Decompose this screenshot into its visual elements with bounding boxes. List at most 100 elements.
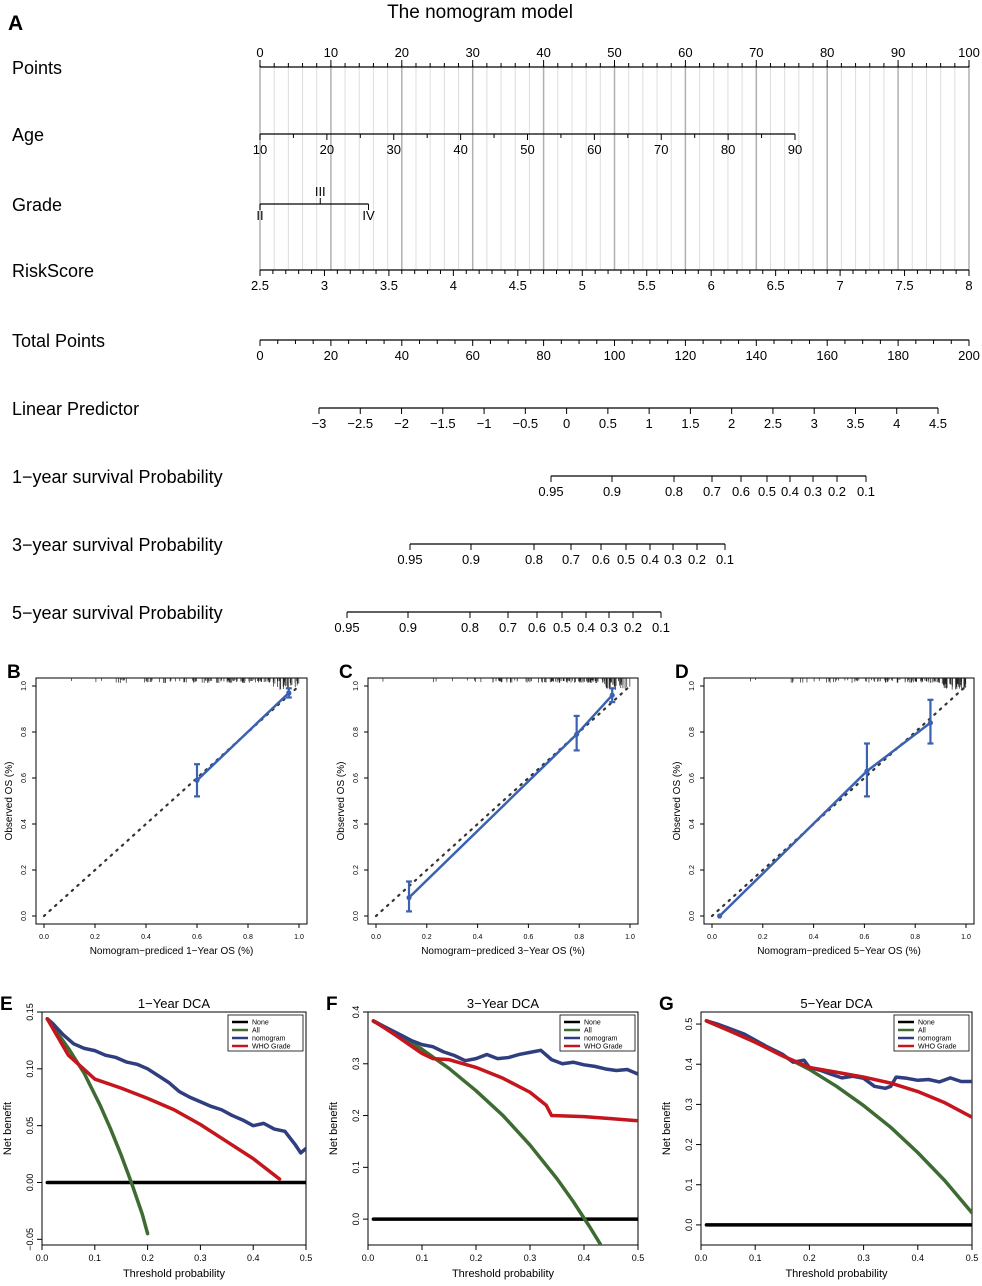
total-points-tick-label: 100: [604, 348, 626, 363]
grade-level-label: II: [256, 208, 263, 223]
y-tick-label: 0.2: [684, 1138, 694, 1151]
plot-title: 3−Year DCA: [467, 996, 539, 1011]
legend-label: None: [584, 1020, 601, 1027]
x-tick-label: 0.0: [371, 934, 381, 941]
nomogram-row-label: RiskScore: [12, 261, 94, 281]
total-points-tick-label: 180: [887, 348, 909, 363]
series-line-who-grade: [45, 1017, 282, 1181]
panel-label: F: [326, 994, 338, 1015]
linear-predictor-tick-label: −1: [477, 416, 492, 431]
x-tick-label: 1.0: [625, 934, 635, 941]
riskscore-tick-label: 3: [321, 278, 328, 293]
plot-frame: [700, 1011, 973, 1246]
total-points-tick-label: 40: [395, 348, 409, 363]
riskscore-tick-label: 6: [708, 278, 715, 293]
nomogram-row-label: Grade: [12, 195, 62, 215]
total-points-tick-label: 60: [465, 348, 479, 363]
survival-tick-label: 0.6: [732, 484, 750, 499]
calibration-3-year-panel: C 0.0 0.0 0.2 0.2 0.4 0.4 0.6 0.6 0.8 0.8 1.0 1.0 Nom…: [336, 662, 639, 957]
total-points-tick-label: 20: [324, 348, 338, 363]
x-tick-label: 0.3: [524, 1253, 537, 1263]
ideal-diagonal-line: [374, 684, 632, 918]
legend-label: WHO Grade: [584, 1044, 623, 1051]
y-tick-label: 0.0: [353, 911, 360, 921]
y-tick-label: 1.0: [353, 681, 360, 691]
y-tick-label: 1.0: [689, 681, 696, 691]
panel-label: G: [659, 994, 674, 1015]
legend-label: WHO Grade: [252, 1044, 291, 1051]
calibration-5-year-panel: D 0.0 0.0 0.2 0.2 0.4 0.4 0.6 0.6 0.8 0.8 1.0 1.0 Nom…: [672, 662, 975, 957]
panel-label: E: [0, 994, 13, 1015]
series-group: [704, 1019, 972, 1227]
survival-tick-label: 0.5: [553, 620, 571, 635]
calibration-point: [194, 777, 200, 783]
calibration-point: [574, 731, 580, 737]
legend-label: WHO Grade: [918, 1044, 957, 1051]
y-tick-label: 0.2: [689, 865, 696, 875]
x-tick-label: 0.0: [36, 1253, 49, 1263]
y-tick-label: 0.8: [21, 727, 28, 737]
survival-tick-label: 0.2: [688, 552, 706, 567]
dca-1-year-panel: E 1−Year DCA 0.0 0.1 0.2 0.3 0.4 0.5 −0.05 0.00 0.…: [0, 994, 312, 1280]
total-points-tick-label: 80: [536, 348, 550, 363]
riskscore-tick-label: 6.5: [767, 278, 785, 293]
y-axis-label: Observed OS (%): [672, 762, 683, 841]
x-tick-label: 0.0: [39, 934, 49, 941]
calibration-line: [718, 721, 932, 917]
survival-tick-label: 0.3: [804, 484, 822, 499]
points-tick-label: 0: [256, 45, 263, 60]
survival-tick-label: 0.7: [562, 552, 580, 567]
calibration-point: [717, 913, 723, 919]
y-tick-label: 0.1: [351, 1161, 361, 1174]
series-line-nomogram: [371, 1019, 638, 1076]
linear-predictor-tick-label: 0.5: [599, 416, 617, 431]
survival-tick-label: 0.7: [499, 620, 517, 635]
total-points-tick-label: 160: [816, 348, 838, 363]
x-tick-label: 0.2: [758, 934, 768, 941]
survival-tick-label: 0.9: [399, 620, 417, 635]
series-line-all: [371, 1019, 602, 1245]
linear-predictor-tick-label: 3: [811, 416, 818, 431]
survival-tick-label: 0.8: [525, 552, 543, 567]
y-axis-label: Net benefit: [661, 1102, 673, 1155]
x-tick-label: 0.4: [247, 1253, 260, 1263]
y-tick-label: 0.4: [689, 819, 696, 829]
y-tick-label: 0.0: [689, 911, 696, 921]
panel-label: C: [339, 662, 353, 683]
age-tick-label: 10: [253, 142, 267, 157]
riskscore-tick-label: 7.5: [896, 278, 914, 293]
nomogram-row-label: Total Points: [12, 331, 105, 351]
linear-predictor-tick-label: 4.5: [929, 416, 947, 431]
x-tick-label: 0.6: [524, 934, 534, 941]
x-axis-label: Nomogram−prediced 3−Year OS (%): [421, 946, 585, 957]
y-tick-label: 0.05: [25, 1117, 35, 1135]
x-tick-label: 0.5: [632, 1253, 645, 1263]
riskscore-tick-label: 4: [450, 278, 457, 293]
x-tick-label: 0.2: [90, 934, 100, 941]
y-tick-label: 0.2: [353, 865, 360, 875]
x-tick-label: 0.5: [966, 1253, 979, 1263]
y-tick-label: 0.8: [689, 727, 696, 737]
x-axis-label: Threshold probability: [785, 1268, 888, 1280]
survival-tick-label: 0.6: [592, 552, 610, 567]
points-tick-label: 80: [820, 45, 834, 60]
series-group: [371, 1019, 638, 1245]
points-tick-label: 50: [607, 45, 621, 60]
x-tick-label: 0.2: [803, 1253, 816, 1263]
linear-predictor-tick-label: −2.5: [347, 416, 373, 431]
age-tick-label: 60: [587, 142, 601, 157]
survival-tick-label: 0.4: [781, 484, 799, 499]
age-tick-label: 30: [387, 142, 401, 157]
survival-tick-label: 0.1: [857, 484, 875, 499]
calibration-point: [286, 690, 292, 696]
points-tick-label: 100: [958, 45, 980, 60]
riskscore-tick-label: 2.5: [251, 278, 269, 293]
plot-frame: [35, 677, 308, 925]
age-tick-label: 50: [520, 142, 534, 157]
x-tick-label: 0.6: [860, 934, 870, 941]
y-tick-label: 0.8: [353, 727, 360, 737]
age-tick-label: 40: [453, 142, 467, 157]
nomogram-row-label: Age: [12, 125, 44, 145]
x-tick-label: 1.0: [294, 934, 304, 941]
